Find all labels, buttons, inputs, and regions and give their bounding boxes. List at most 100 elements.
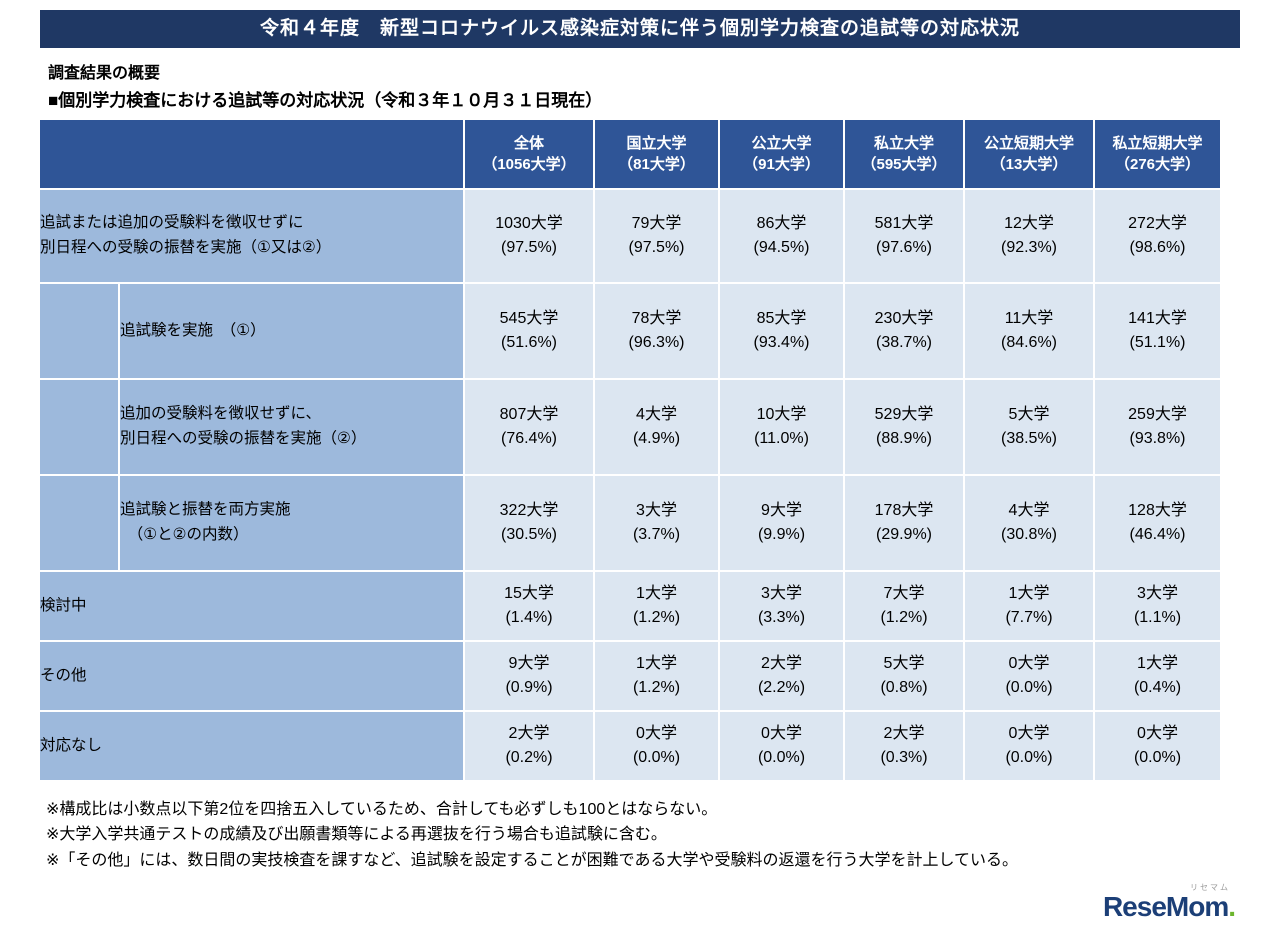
table-row: 追加の受験料を徴収せずに、 別日程への受験の振替を実施（②） 807大学 (76.… [40,380,1222,476]
data-cell: 0大学 (0.0%) [1095,712,1222,782]
resemom-logo: リセマム ReseMom. [1103,884,1236,921]
row-label: 追試または追加の受験料を徴収せずに 別日程への受験の振替を実施（①又は②） [40,190,465,284]
row-label: 追加の受験料を徴収せずに、 別日程への受験の振替を実施（②） [120,380,465,476]
row-label: 追試験を実施 （①） [120,284,465,380]
data-cell: 3大学 (1.1%) [1095,572,1222,642]
data-cell: 85大学 (93.4%) [720,284,845,380]
column-header-count: （276大学） [1114,156,1201,173]
column-header-label: 私立大学 [873,135,934,152]
data-cell: 0大学 (0.0%) [595,712,720,782]
table-header-row: 全体 （1056大学） 国立大学 （81大学） 公立大学 （91大学） 私立大学… [40,120,1222,190]
data-cell: 1大学 (0.4%) [1095,642,1222,712]
data-cell: 529大学 (88.9%) [845,380,965,476]
data-cell: 0大学 (0.0%) [965,642,1095,712]
row-label-line: 追試験と振替を両方実施 [120,501,291,519]
data-cell: 9大学 (0.9%) [465,642,595,712]
table-row: 追試または追加の受験料を徴収せずに 別日程への受験の振替を実施（①又は②） 10… [40,190,1222,284]
data-cell: 7大学 (1.2%) [845,572,965,642]
column-header-count: （595大学） [861,156,947,173]
data-cell: 2大学 (0.3%) [845,712,965,782]
table-row: 追試験と振替を両方実施 （①と②の内数） 322大学 (30.5%) 3大学 (3.… [40,476,1222,572]
row-label: 検討中 [40,572,465,642]
section-heading: 調査結果の概要 [48,65,161,82]
logo-kana: リセマム [1190,883,1230,892]
row-label-line: 別日程への受験の振替を実施（①又は②） [40,239,332,256]
data-cell: 0大学 (0.0%) [965,712,1095,782]
column-header-label: 公立短期大学 [983,135,1074,152]
column-header-count: （1056大学） [482,156,576,173]
data-cell: 545大学 (51.6%) [465,284,595,380]
logo-dot: . [1228,891,1236,922]
data-cell: 272大学 (98.6%) [1095,190,1222,284]
column-header-public: 公立大学 （91大学） [720,120,845,190]
column-header-count: （13大学） [990,156,1068,173]
data-cell: 3大学 (3.3%) [720,572,845,642]
footnotes: ※構成比は小数点以下第2位を四捨五入しているため、合計しても必ずしも100とはな… [46,797,1240,873]
data-cell: 11大学 (84.6%) [965,284,1095,380]
data-cell: 230大学 (38.7%) [845,284,965,380]
data-cell: 2大学 (0.2%) [465,712,595,782]
table-row: その他 9大学 (0.9%) 1大学 (1.2%) 2大学 (2.2%) 5大学 (0.… [40,642,1222,712]
data-cell: 9大学 (9.9%) [720,476,845,572]
data-cell: 78大学 (96.3%) [595,284,720,380]
data-cell: 4大学 (4.9%) [595,380,720,476]
table-row: 検討中 15大学 (1.4%) 1大学 (1.2%) 3大学 (3.3%) 7大学 (1… [40,572,1222,642]
row-label: 対応なし [40,712,465,782]
column-header-count: （81大学） [618,156,695,173]
column-header-count: （91大学） [743,156,820,173]
row-label-line: （①と②の内数） [120,526,249,543]
column-header-label: 公立大学 [751,135,812,152]
data-cell: 1大学 (1.2%) [595,642,720,712]
data-cell: 15大学 (1.4%) [465,572,595,642]
data-cell: 141大学 (51.1%) [1095,284,1222,380]
data-cell: 10大学 (11.0%) [720,380,845,476]
row-indent [40,380,120,476]
column-header-total: 全体 （1056大学） [465,120,595,190]
logo-text: ReseMom [1102,891,1229,922]
data-cell: 2大学 (2.2%) [720,642,845,712]
footnote: ※「その他」には、数日間の実技検査を課すなど、追試験を設定することが困難である大… [46,851,1018,869]
column-header-private: 私立大学 （595大学） [845,120,965,190]
row-label-line: 対応なし [40,736,103,754]
row-label-line: 追加の受験料を徴収せずに、 [120,405,322,423]
row-label: 追試験と振替を両方実施 （①と②の内数） [120,476,465,572]
row-indent [40,284,120,380]
data-cell: 86大学 (94.5%) [720,190,845,284]
column-header-national: 国立大学 （81大学） [595,120,720,190]
data-cell: 0大学 (0.0%) [720,712,845,782]
data-cell: 1大学 (7.7%) [965,572,1095,642]
row-indent [40,476,120,572]
row-label: その他 [40,642,465,712]
row-label-line: その他 [40,666,87,684]
table-heading: ■個別学力検査における追試等の対応状況（令和３年１０月３１日現在） [48,91,603,110]
data-cell: 4大学 (30.8%) [965,476,1095,572]
column-header-label: 国立大学 [626,135,687,152]
column-header-private-junior: 私立短期大学 （276大学） [1095,120,1222,190]
column-header-label: 全体 [513,135,544,152]
data-cell: 322大学 (30.5%) [465,476,595,572]
data-cell: 259大学 (93.8%) [1095,380,1222,476]
data-cell: 807大学 (76.4%) [465,380,595,476]
data-cell: 12大学 (92.3%) [965,190,1095,284]
data-cell: 79大学 (97.5%) [595,190,720,284]
results-table: 全体 （1056大学） 国立大学 （81大学） 公立大学 （91大学） 私立大学… [40,120,1222,782]
row-label-line: 検討中 [40,596,87,614]
data-cell: 1大学 (1.2%) [595,572,720,642]
data-cell: 1030大学 (97.5%) [465,190,595,284]
row-label-line: 追試または追加の受験料を徴収せずに [40,214,304,232]
data-cell: 3大学 (3.7%) [595,476,720,572]
table-row: 追試験を実施 （①） 545大学 (51.6%) 78大学 (96.3%) 85大学… [40,284,1222,380]
page-title: 令和４年度 新型コロナウイルス感染症対策に伴う個別学力検査の追試等の対応状況 [40,10,1240,48]
footnote: ※大学入学共通テストの成績及び出願書類等による再選抜を行う場合も追試験に含む。 [46,826,667,844]
data-cell: 128大学 (46.4%) [1095,476,1222,572]
column-header-label: 私立短期大学 [1112,135,1203,152]
data-cell: 581大学 (97.6%) [845,190,965,284]
column-header-public-junior: 公立短期大学 （13大学） [965,120,1095,190]
row-label-line: 追試験を実施 （①） [120,321,266,339]
table-row: 対応なし 2大学 (0.2%) 0大学 (0.0%) 0大学 (0.0%) 2大学 (0… [40,712,1222,782]
data-cell: 178大学 (29.9%) [845,476,965,572]
footnote: ※構成比は小数点以下第2位を四捨五入しているため、合計しても必ずしも100とはな… [46,801,718,818]
row-label-line: 別日程への受験の振替を実施（②） [120,430,367,447]
data-cell: 5大学 (0.8%) [845,642,965,712]
